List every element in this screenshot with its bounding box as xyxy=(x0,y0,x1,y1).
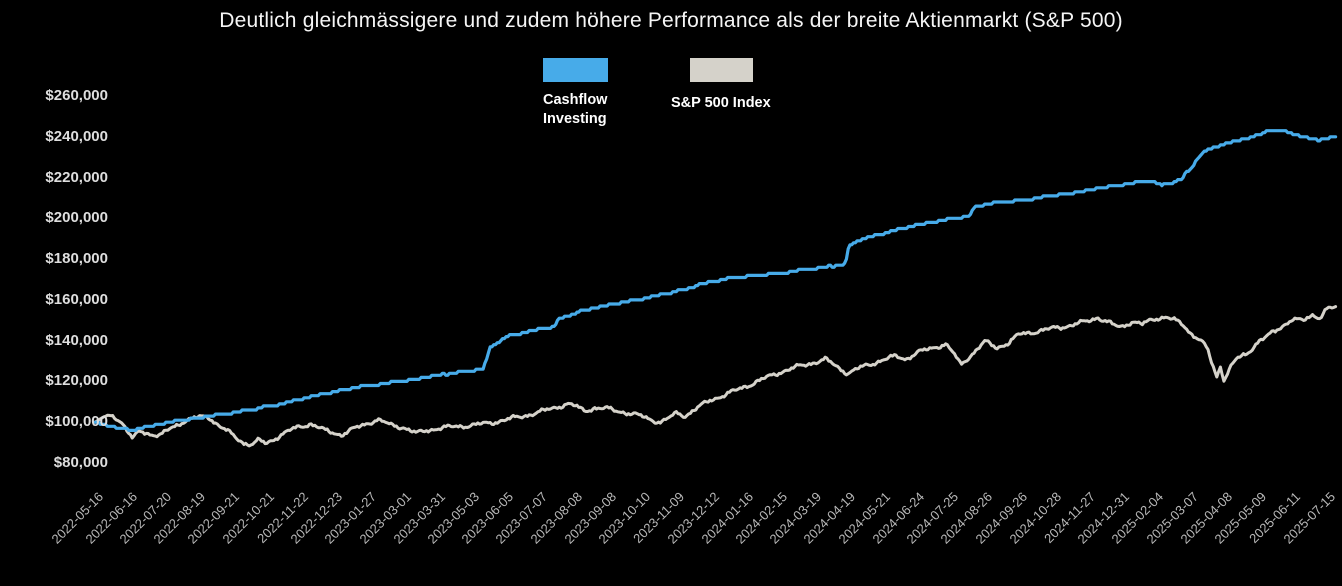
y-tick-label: $100,000 xyxy=(45,413,108,431)
y-tick-label: $120,000 xyxy=(45,372,108,390)
legend-label-cashflow: Cashflow Investing xyxy=(543,92,608,127)
sp500-line xyxy=(93,305,1338,448)
y-tick-label: $200,000 xyxy=(45,209,108,227)
cashflow-line xyxy=(93,129,1338,432)
y-tick-label: $160,000 xyxy=(45,290,108,308)
legend-label-sp500: S&P 500 Index xyxy=(671,95,771,111)
legend-swatch-sp500 xyxy=(690,58,753,82)
y-tick-label: $80,000 xyxy=(53,454,108,471)
y-tick-label: $260,000 xyxy=(45,87,108,104)
y-tick-label: $220,000 xyxy=(45,168,108,186)
y-tick-label: $140,000 xyxy=(45,331,108,349)
y-tick-label: $180,000 xyxy=(45,250,108,268)
chart-title: Deutlich gleichmässigere und zudem höher… xyxy=(219,9,1123,32)
legend-swatch-cashflow xyxy=(543,58,608,82)
y-tick-label: $240,000 xyxy=(45,127,108,145)
